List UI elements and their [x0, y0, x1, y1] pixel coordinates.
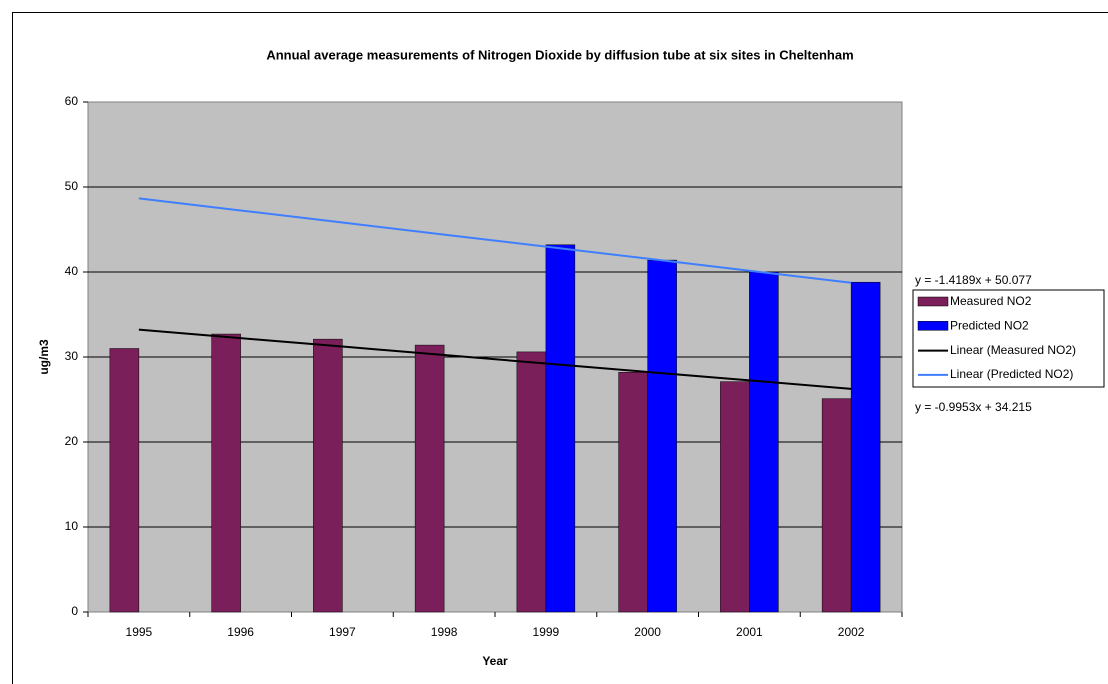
- x-axis-label: Year: [482, 654, 508, 668]
- x-tick-label: 1999: [533, 625, 560, 639]
- bar: [545, 244, 576, 613]
- y-tick-label: 20: [65, 434, 79, 448]
- legend-label: Linear (Measured NO2): [950, 343, 1076, 357]
- x-tick-label: 2001: [736, 625, 763, 639]
- y-tick-label: 0: [71, 604, 78, 618]
- bar: [618, 372, 648, 613]
- bar: [647, 259, 677, 613]
- x-tick-label: 1995: [126, 625, 153, 639]
- y-tick-label: 60: [65, 94, 79, 108]
- bar: [414, 344, 445, 613]
- trend-line: [138, 328, 852, 390]
- bar: [211, 333, 241, 613]
- y-tick-label: 50: [65, 179, 79, 193]
- x-tick-label: 1997: [329, 625, 356, 639]
- legend-label: Measured NO2: [950, 294, 1032, 308]
- legend-label: Linear (Predicted NO2): [950, 367, 1073, 381]
- legend-label: Predicted NO2: [950, 318, 1029, 332]
- x-tick-label: 2000: [634, 625, 661, 639]
- bar: [313, 338, 343, 613]
- trend-equation: y = -0.9953x + 34.215: [915, 400, 1032, 414]
- legend-swatch: [917, 296, 949, 307]
- bar: [720, 381, 750, 613]
- bar: [516, 351, 547, 613]
- trend-line: [138, 197, 852, 284]
- bar: [821, 398, 852, 613]
- x-tick-label: 1998: [431, 625, 458, 639]
- legend-box: [912, 289, 1105, 388]
- bar: [749, 271, 779, 613]
- trend-equation: y = -1.4189x + 50.077: [915, 273, 1032, 287]
- y-tick-label: 40: [65, 264, 79, 278]
- y-tick-label: 30: [65, 349, 79, 363]
- x-tick-label: 2002: [838, 625, 865, 639]
- bar: [850, 281, 881, 613]
- y-tick-label: 10: [65, 519, 79, 533]
- legend-swatch: [917, 321, 949, 331]
- chart-title: Annual average measurements of Nitrogen …: [266, 47, 853, 62]
- x-tick-label: 1996: [227, 625, 254, 639]
- y-axis-label: ug/m3: [37, 339, 51, 375]
- bar: [109, 348, 140, 613]
